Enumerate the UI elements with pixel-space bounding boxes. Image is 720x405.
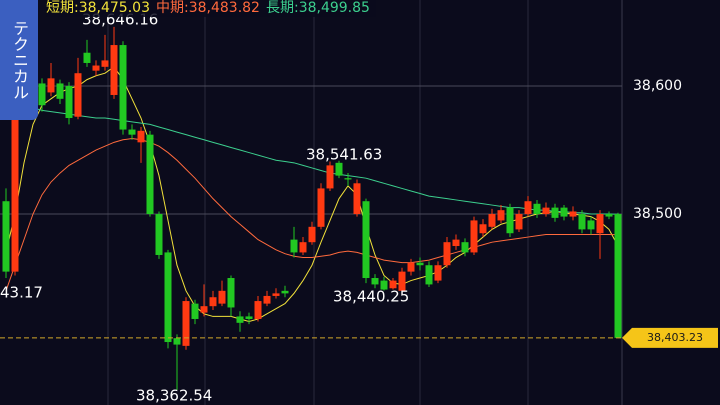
legend: 短期:38,475.03 中期:38,483.82 長期:38,499.85 — [46, 0, 376, 17]
legend-sep: : — [293, 0, 299, 16]
candle-body — [146, 134, 154, 215]
candle-body — [542, 207, 550, 215]
legend-name: 短期 — [46, 0, 74, 16]
candle-body — [515, 214, 523, 230]
candle-body — [587, 220, 595, 230]
candle-body — [227, 278, 235, 308]
candle-body — [461, 242, 469, 253]
candle-body — [47, 78, 55, 93]
candle-body — [434, 265, 442, 281]
candle-body — [173, 338, 181, 345]
candle-body — [56, 83, 64, 99]
candle-body — [452, 239, 460, 247]
candle-body — [155, 214, 163, 255]
candle-body — [254, 301, 262, 319]
price-annotation: 38,362.54 — [136, 387, 212, 405]
candle-body — [218, 290, 226, 304]
candle-body — [344, 178, 352, 180]
candle-body — [182, 301, 190, 346]
legend-value: 38,483.82 — [188, 0, 260, 16]
candle-body — [506, 207, 514, 234]
candle-body — [290, 239, 298, 253]
technical-tab[interactable]: テクニカル — [0, 0, 38, 120]
ma-line — [5, 98, 619, 215]
candle-body — [560, 207, 568, 217]
candle-body — [11, 92, 19, 272]
candle-body — [326, 165, 334, 189]
price-annotation: 38,440.25 — [333, 288, 409, 306]
candle-body — [83, 52, 91, 63]
candle-body — [272, 293, 280, 296]
candle-body — [137, 130, 145, 143]
candle-body — [380, 280, 388, 290]
candle-body — [38, 83, 46, 106]
candle-body — [605, 214, 613, 217]
price-annotation: 43.17 — [0, 284, 43, 302]
y-tick-label: 38,600 — [633, 78, 682, 94]
legend-value: 38,499.85 — [298, 0, 370, 16]
legend-sep: : — [74, 0, 79, 16]
candle-body — [281, 290, 289, 294]
candle-body — [2, 201, 10, 272]
candle-body — [470, 220, 478, 253]
legend-value: 38,475.03 — [78, 0, 150, 16]
candle-body — [65, 86, 73, 119]
candle-body — [407, 262, 415, 272]
tab-label: テクニカル — [10, 20, 29, 100]
candle-body — [200, 306, 208, 313]
legend-name: 中期 — [155, 0, 184, 16]
price-annotation: 38,541.63 — [306, 146, 382, 164]
candle-body — [317, 188, 325, 227]
candle-body — [398, 271, 406, 291]
candle-body — [335, 162, 343, 176]
candle-body — [74, 73, 82, 117]
candle-body — [101, 60, 109, 67]
candle-body — [236, 316, 244, 323]
legend-name: 長期 — [265, 0, 294, 16]
candle-body — [596, 214, 604, 234]
candle-body — [209, 297, 217, 307]
y-tick-label: 38,500 — [633, 206, 682, 222]
candle-body — [479, 224, 487, 234]
candle-body — [119, 45, 127, 130]
candle-body — [416, 262, 424, 266]
candle-body — [92, 65, 100, 71]
candle-body — [299, 242, 307, 253]
price-tag — [622, 327, 718, 348]
candle-body — [443, 242, 451, 266]
candle-body — [362, 201, 370, 279]
legend-sep: : — [183, 0, 189, 16]
legend-item: 中期:38,483.82 — [156, 0, 260, 16]
candle-body — [488, 214, 496, 227]
candle-body — [569, 211, 577, 217]
candle-body — [128, 129, 136, 135]
candle-body — [353, 183, 361, 215]
candle-body — [371, 278, 379, 285]
candle-body — [524, 201, 532, 215]
legend-item: 長期:38,499.85 — [266, 0, 370, 16]
candle-body — [164, 252, 172, 343]
candle-body — [578, 214, 586, 230]
price-tag-label: 38,403.23 — [647, 331, 703, 344]
candle-body — [263, 295, 271, 304]
candle-body — [614, 214, 622, 338]
candle-body — [551, 207, 559, 218]
candle-body — [110, 45, 118, 95]
candle-body — [425, 265, 433, 285]
legend-item: 短期:38,475.03 — [46, 0, 150, 16]
candle-body — [497, 210, 505, 221]
ma-line — [5, 66, 619, 323]
candle-body — [191, 303, 199, 319]
candle-body — [389, 280, 397, 289]
ma-line — [5, 137, 619, 291]
candle-body — [533, 203, 541, 215]
candle-body — [308, 226, 316, 243]
candle-body — [245, 316, 253, 319]
